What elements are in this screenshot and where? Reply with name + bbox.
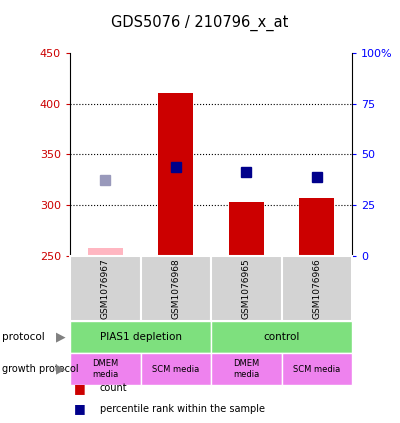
Text: GSM1076965: GSM1076965 (242, 258, 251, 319)
Bar (88, 248, 123, 256)
Text: growth protocol: growth protocol (2, 364, 79, 374)
Text: ▶: ▶ (56, 363, 66, 376)
Text: DMEM
media: DMEM media (92, 360, 118, 379)
Text: protocol: protocol (2, 332, 45, 342)
Text: ■: ■ (74, 402, 86, 415)
Text: GSM1076968: GSM1076968 (171, 258, 180, 319)
Text: control: control (263, 332, 300, 342)
Text: percentile rank within the sample: percentile rank within the sample (100, 404, 265, 414)
Text: GSM1076966: GSM1076966 (312, 258, 321, 319)
Text: DMEM
media: DMEM media (233, 360, 259, 379)
Text: ■: ■ (74, 382, 86, 395)
Bar (158, 93, 193, 256)
Bar (299, 198, 334, 256)
Text: GSM1076967: GSM1076967 (101, 258, 110, 319)
Bar (229, 202, 264, 256)
Text: SCM media: SCM media (152, 365, 199, 374)
Text: ▶: ▶ (56, 331, 66, 344)
Text: GDS5076 / 210796_x_at: GDS5076 / 210796_x_at (111, 15, 289, 31)
Text: PIAS1 depletion: PIAS1 depletion (100, 332, 182, 342)
Text: count: count (100, 383, 128, 393)
Text: SCM media: SCM media (293, 365, 340, 374)
